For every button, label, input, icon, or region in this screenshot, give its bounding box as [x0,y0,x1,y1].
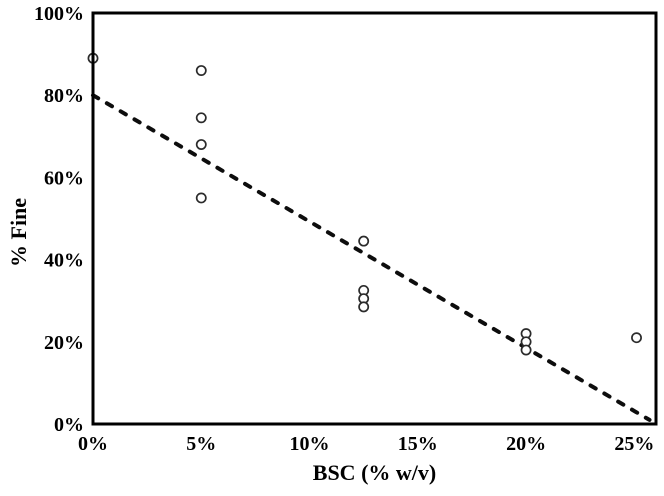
y-tick-label: 80% [44,85,84,107]
y-axis-title: % Fine [6,197,31,268]
data-point [195,192,207,204]
y-tick-label: 0% [54,414,84,436]
y-tick-label: 20% [44,332,84,354]
data-point [195,139,207,150]
data-point [520,344,532,356]
x-tick-label: 10% [290,433,330,455]
y-tick-label: 100% [34,3,84,25]
y-tick-label: 40% [44,250,84,272]
x-axis-title: BSC (% w/v) [312,460,437,485]
trendline [91,93,652,422]
data-point [358,301,370,313]
y-tick-label: 60% [44,167,84,189]
x-tick-label: 25% [614,433,654,455]
x-tick-label: 5% [186,433,216,455]
plot-border [91,11,658,426]
data-point [358,235,370,247]
data-point [195,112,207,124]
data-point [631,332,642,344]
data-point [195,65,207,76]
x-tick-label: 15% [398,433,438,455]
x-tick-label: 0% [78,433,108,455]
x-tick-label: 20% [506,433,546,455]
